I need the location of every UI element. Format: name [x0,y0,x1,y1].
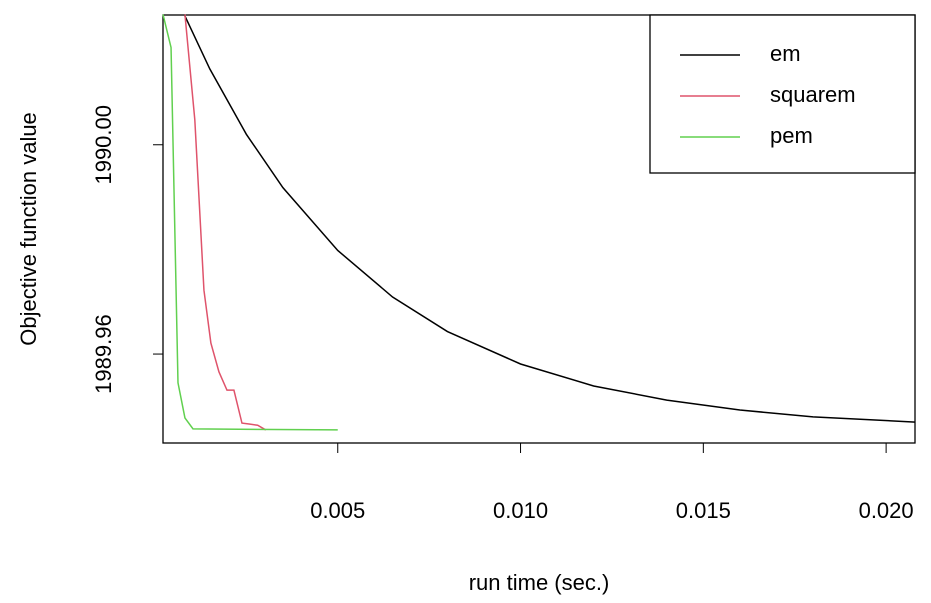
legend-label: squarem [770,82,856,107]
y-axis-label: Objective function value [16,112,41,346]
x-tick-label: 0.005 [310,498,365,523]
x-axis-label: run time (sec.) [469,570,610,595]
legend-box [649,14,916,174]
line-series [162,14,338,431]
line-series [183,14,916,423]
legend-label: pem [770,123,813,148]
legend-label: em [770,41,801,66]
plot-frame [162,14,916,444]
line-series [184,14,267,431]
x-tick-label: 0.020 [859,498,914,523]
x-tick-label: 0.010 [493,498,548,523]
y-tick-label: 1990.00 [91,105,116,185]
y-tick-label: 1989.96 [91,314,116,394]
x-tick-label: 0.015 [676,498,731,523]
